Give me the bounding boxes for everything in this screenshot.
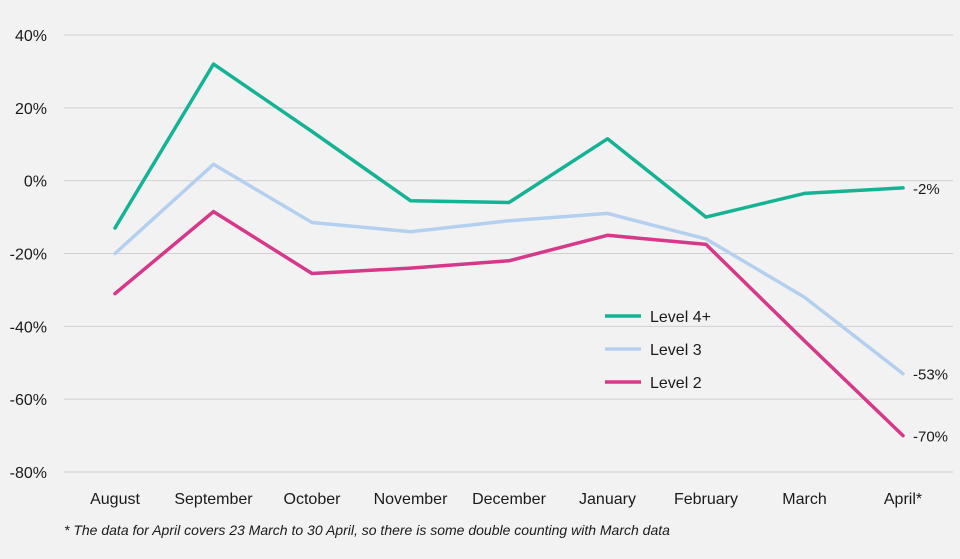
end-label: -70%	[913, 429, 948, 446]
x-tick-label: October	[284, 491, 342, 508]
series-line-level-3	[113, 162, 905, 376]
end-labels: -2% -53% -70%	[913, 181, 948, 446]
y-tick-label: 0%	[24, 174, 47, 191]
y-tick-label: -20%	[10, 247, 47, 264]
x-axis-ticks: August September October November December Ja…	[90, 491, 922, 508]
legend-label: Level 3	[650, 342, 702, 359]
legend-label: Level 2	[650, 375, 702, 392]
gridlines	[64, 34, 953, 473]
legend-label: Level 4+	[650, 309, 711, 326]
legend: Level 4+ Level 3 Level 2	[605, 309, 711, 392]
end-label: -2%	[913, 181, 940, 198]
series-line-level-4	[113, 62, 905, 230]
end-label: -53%	[913, 367, 948, 384]
footnote: * The data for April covers 23 March to …	[64, 522, 670, 538]
x-tick-label: April*	[884, 491, 922, 508]
x-tick-label: February	[674, 491, 738, 508]
y-tick-label: 20%	[15, 101, 47, 118]
y-tick-label: -40%	[10, 319, 47, 336]
x-tick-label: August	[90, 491, 140, 508]
x-tick-label: March	[782, 491, 826, 508]
x-tick-label: January	[579, 491, 636, 508]
series-lines	[113, 62, 905, 438]
x-tick-label: September	[174, 491, 253, 508]
series-line-level-2	[113, 209, 905, 438]
y-tick-label: -80%	[10, 465, 47, 482]
y-tick-label: 40%	[15, 28, 47, 45]
x-tick-label: November	[374, 491, 448, 508]
x-tick-label: December	[472, 491, 546, 508]
y-axis-ticks: 40% 20% 0% -20% -40% -60% -80%	[10, 28, 47, 482]
y-tick-label: -60%	[10, 392, 47, 409]
